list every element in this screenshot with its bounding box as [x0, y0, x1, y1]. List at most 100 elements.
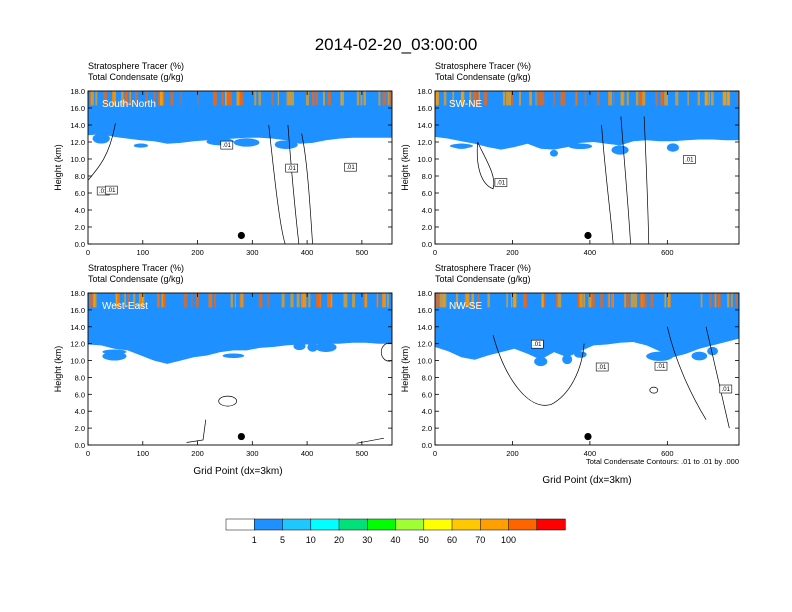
contour-label-box [595, 362, 609, 372]
condensate-contour [88, 123, 116, 181]
x-tick-label: 600 [661, 449, 674, 458]
tracer-streak [240, 293, 244, 308]
tracer-streak [221, 91, 224, 106]
y-tick-label: 8.0 [422, 373, 432, 382]
contour-label-text: .01 [657, 364, 666, 370]
y-tick-label: 8.0 [75, 172, 85, 181]
tracer-streak [124, 293, 126, 308]
contour-label: .01 [344, 162, 357, 172]
tracer-streak [340, 91, 344, 106]
tracer-blob [307, 342, 319, 352]
colorbar-swatch [423, 518, 453, 531]
y-tick-label: 14.0 [417, 323, 432, 332]
tracer-streak [290, 293, 294, 308]
tracer-streak [364, 293, 368, 308]
tracer-blob [534, 356, 548, 367]
y-tick-label: 4.0 [75, 407, 85, 416]
contour-label-text: .01 [533, 342, 542, 348]
condensate-contour [620, 116, 631, 244]
cross-section-label: SW-NE [449, 99, 482, 110]
tracer-streak [579, 293, 583, 308]
tracer-streak [138, 293, 141, 308]
contour-label-box [654, 361, 668, 371]
tracer-streak [483, 91, 488, 106]
y-axis-label: Height (km) [53, 144, 63, 191]
x-tick-label: 300 [246, 449, 259, 458]
tracer-streak [127, 293, 130, 308]
condensate-contour [218, 395, 238, 407]
contour-label-box [719, 384, 733, 394]
plot-area: .01.01.01.01.01 [88, 91, 392, 244]
condensate-contour [643, 116, 650, 244]
location-marker [237, 231, 245, 240]
tracer-streak [170, 91, 174, 106]
tracer-streak [316, 293, 321, 308]
panel-subtitle: Total Condensate (g/kg) [435, 72, 531, 82]
tracer-streak [363, 91, 366, 106]
condensate-contour [601, 124, 614, 244]
tracer-streak [664, 91, 668, 106]
panel-subtitle: Total Condensate (g/kg) [88, 274, 184, 284]
tracer-streak [327, 91, 331, 106]
x-tick-label: 200 [191, 248, 204, 257]
contour-label-box [494, 178, 508, 187]
tracer-streak [727, 293, 730, 308]
panel-west-east: West-East Stratosphere Tracer (%)Total Co… [53, 263, 393, 458]
colorbar-swatch [451, 518, 481, 531]
tracer-streak [730, 293, 732, 308]
contour-label-text: .01 [598, 365, 607, 371]
tracer-streak [620, 91, 623, 106]
tracer-streak [642, 91, 646, 106]
tracer-streak [306, 91, 309, 106]
panel-title: Stratosphere Tracer (%) [88, 61, 184, 71]
x-tick-label: 500 [356, 449, 369, 458]
contour-label-text: .01 [346, 165, 355, 171]
tracer-streak [271, 91, 274, 106]
colorbar: 1 5 10 20 30 40 50 60 70 100 [225, 518, 566, 545]
tracer-streak [288, 91, 293, 106]
y-tick-label: 18.0 [417, 289, 432, 298]
tracer-streak [95, 91, 98, 106]
tracer-streak [158, 91, 160, 106]
y-tick-label: 12.0 [417, 138, 432, 147]
contour-label-text: .01 [107, 188, 116, 194]
contour-label-box [105, 185, 118, 195]
panel-title: Stratosphere Tracer (%) [88, 263, 184, 273]
x-tick-label: 200 [191, 449, 204, 458]
y-tick-label: 6.0 [75, 189, 85, 198]
tracer-streak [352, 293, 356, 308]
tracer-streak [315, 91, 319, 106]
y-tick-label: 18.0 [417, 87, 432, 96]
tracer-streak [588, 293, 592, 308]
tracer-streak [356, 91, 360, 106]
tracer-streak [737, 91, 739, 106]
tracer-streak [639, 293, 642, 308]
y-tick-label: 6.0 [75, 390, 85, 399]
tracer-streak [634, 293, 638, 308]
tracer-streak [509, 91, 511, 106]
tracer-streak [121, 91, 124, 106]
x-tick-label: 100 [137, 248, 150, 257]
tracer-streak [709, 293, 712, 308]
contour-label: .01 [719, 384, 733, 394]
colorbar-swatch [310, 518, 340, 531]
tracer-streak [160, 91, 164, 106]
tracer-streak [626, 91, 629, 106]
tracer-streak [626, 293, 630, 308]
y-tick-label: 6.0 [422, 189, 432, 198]
contour-label: .01 [285, 163, 299, 173]
tracer-streak [613, 91, 615, 106]
contour-label-text: .01 [99, 189, 108, 195]
y-tick-label: 10.0 [70, 155, 85, 164]
contour-label: .01 [654, 361, 668, 371]
contour-label: .01 [595, 362, 609, 372]
tracer-blob [562, 354, 573, 365]
figure-title: 2014-02-20_03:00:00 [315, 35, 478, 54]
tracer-streak [727, 91, 731, 106]
panel-nw-se: .01 .01 .01 .01 NW-SE Stratosphere Tracer (%)… [400, 263, 740, 458]
tracer-blob [666, 143, 679, 152]
tracer-streak [124, 91, 129, 106]
tracer-band-1 [435, 293, 739, 360]
cross-section-label: West-East [102, 301, 148, 312]
